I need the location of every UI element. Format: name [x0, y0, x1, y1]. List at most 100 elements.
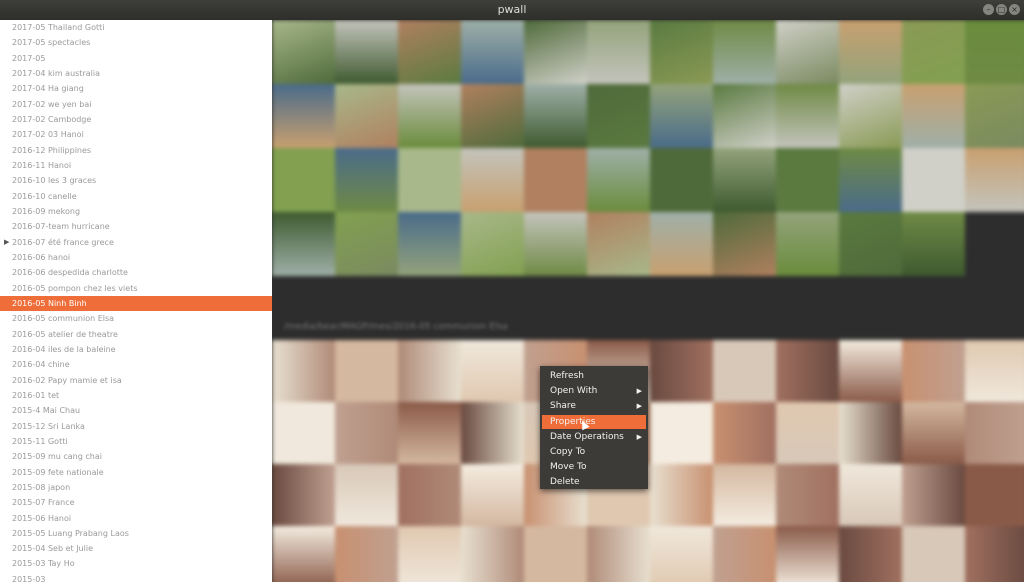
- menu-item-delete[interactable]: Delete: [542, 475, 646, 489]
- photo-thumbnail[interactable]: [587, 148, 650, 212]
- photo-thumbnail[interactable]: [461, 20, 524, 84]
- sidebar-folder-item[interactable]: 2015-4 Mai Chau: [0, 403, 272, 418]
- photo-thumbnail[interactable]: [398, 340, 461, 402]
- photo-thumbnail[interactable]: [650, 464, 713, 526]
- photo-thumbnail[interactable]: [713, 340, 776, 402]
- photo-thumbnail[interactable]: [272, 148, 335, 212]
- sidebar-folder-item[interactable]: 2016-10 canelle: [0, 189, 272, 204]
- sidebar-folder-item[interactable]: 2017-02 03 Hanoi: [0, 127, 272, 142]
- sidebar-folder-item[interactable]: 2016-11 Hanoi: [0, 158, 272, 173]
- photo-thumbnail[interactable]: [713, 464, 776, 526]
- photo-thumbnail[interactable]: [398, 402, 461, 464]
- photo-thumbnail[interactable]: [272, 212, 335, 276]
- photo-thumbnail[interactable]: [902, 20, 965, 84]
- photo-thumbnail[interactable]: [902, 212, 965, 276]
- sidebar-folder-item[interactable]: ▶ 2016-07 été france grece: [0, 235, 272, 250]
- photo-thumbnail[interactable]: [776, 20, 839, 84]
- photo-thumbnail[interactable]: [839, 464, 902, 526]
- menu-item-properties[interactable]: Properties: [542, 414, 646, 429]
- sidebar-folder-item[interactable]: 2015-09 mu cang chai: [0, 449, 272, 464]
- photo-thumbnail[interactable]: [461, 148, 524, 212]
- photo-thumbnail[interactable]: [776, 212, 839, 276]
- photo-thumbnail[interactable]: [587, 526, 650, 582]
- photo-thumbnail[interactable]: [713, 526, 776, 582]
- folder-sidebar[interactable]: 2017-05 Thailand Gotti 2017-05 spectacles…: [0, 20, 272, 582]
- sidebar-folder-item[interactable]: 2015-03 Tay Ho: [0, 556, 272, 571]
- photo-thumbnail[interactable]: [965, 464, 1024, 526]
- photo-thumbnail[interactable]: [902, 148, 965, 212]
- photo-thumbnail[interactable]: [776, 340, 839, 402]
- photo-thumbnail[interactable]: [839, 212, 902, 276]
- photo-thumbnail[interactable]: [461, 402, 524, 464]
- photo-thumbnail[interactable]: [272, 526, 335, 582]
- photo-thumbnail[interactable]: [902, 84, 965, 148]
- sidebar-folder-item[interactable]: 2016-06 hanoi: [0, 250, 272, 265]
- sidebar-folder-item[interactable]: 2017-02 we yen bai: [0, 97, 272, 112]
- sidebar-folder-item[interactable]: 2015-06 Hanoi: [0, 511, 272, 526]
- sidebar-folder-item[interactable]: 2017-05 Thailand Gotti: [0, 20, 272, 35]
- photo-thumbnail[interactable]: [461, 84, 524, 148]
- photo-thumbnail[interactable]: [650, 526, 713, 582]
- photo-thumbnail[interactable]: [902, 526, 965, 582]
- photo-thumbnail[interactable]: [587, 84, 650, 148]
- sidebar-folder-item[interactable]: 2015-11 Gotti: [0, 434, 272, 449]
- photo-thumbnail[interactable]: [839, 20, 902, 84]
- sidebar-folder-item[interactable]: 2015-08 japon: [0, 480, 272, 495]
- expand-arrow-icon[interactable]: ▶: [4, 237, 10, 246]
- photo-thumbnail[interactable]: [839, 402, 902, 464]
- photo-thumbnail[interactable]: [902, 402, 965, 464]
- sidebar-folder-item[interactable]: 2015-04 Seb et Julie: [0, 541, 272, 556]
- sidebar-folder-item[interactable]: 2016-05 atelier de theatre: [0, 327, 272, 342]
- menu-item-refresh[interactable]: Refresh: [542, 369, 646, 383]
- photo-thumbnail[interactable]: [965, 84, 1024, 148]
- photo-thumbnail[interactable]: [713, 20, 776, 84]
- sidebar-folder-item[interactable]: 2015-05 Luang Prabang Laos: [0, 526, 272, 541]
- photo-thumbnail[interactable]: [398, 526, 461, 582]
- menu-item-date-operations[interactable]: Date Operations ▶: [542, 430, 646, 444]
- sidebar-folder-item[interactable]: 2015-07 France: [0, 495, 272, 510]
- photo-thumbnail[interactable]: [965, 148, 1024, 212]
- sidebar-folder-item[interactable]: 2015-12 Sri Lanka: [0, 419, 272, 434]
- photo-thumbnail[interactable]: [398, 148, 461, 212]
- photo-thumbnail[interactable]: [398, 464, 461, 526]
- photo-thumbnail[interactable]: [461, 340, 524, 402]
- photo-thumbnail[interactable]: [461, 526, 524, 582]
- photo-thumbnail[interactable]: [335, 340, 398, 402]
- photo-thumbnail[interactable]: [776, 526, 839, 582]
- photo-thumbnail[interactable]: [650, 84, 713, 148]
- photo-thumbnail[interactable]: [524, 20, 587, 84]
- sidebar-folder-item[interactable]: 2017-02 Cambodge: [0, 112, 272, 127]
- sidebar-folder-item[interactable]: 2015-09 fete nationale: [0, 465, 272, 480]
- photo-thumbnail[interactable]: [335, 212, 398, 276]
- photo-thumbnail[interactable]: [839, 148, 902, 212]
- sidebar-folder-item[interactable]: 2015-03: [0, 572, 272, 582]
- photo-thumbnail[interactable]: [776, 84, 839, 148]
- menu-item-move-to[interactable]: Move To: [542, 460, 646, 474]
- photo-thumbnail[interactable]: [524, 148, 587, 212]
- photo-thumbnail[interactable]: [776, 464, 839, 526]
- minimize-button[interactable]: –: [983, 4, 994, 15]
- photo-thumbnail[interactable]: [587, 212, 650, 276]
- sidebar-folder-item[interactable]: 2016-04 chine: [0, 357, 272, 372]
- photo-thumbnail[interactable]: [839, 340, 902, 402]
- photo-thumbnail[interactable]: [713, 212, 776, 276]
- context-menu[interactable]: Refresh Open With ▶ Share ▶ Properties Date Op…: [540, 366, 648, 489]
- sidebar-folder-item[interactable]: 2016-02 Papy mamie et isa: [0, 373, 272, 388]
- sidebar-folder-item[interactable]: 2016-01 tet: [0, 388, 272, 403]
- photo-thumbnail[interactable]: [965, 20, 1024, 84]
- sidebar-folder-item[interactable]: 2016-10 les 3 graces: [0, 173, 272, 188]
- photo-thumbnail[interactable]: [587, 20, 650, 84]
- photo-thumbnail[interactable]: [839, 84, 902, 148]
- photo-thumbnail[interactable]: [272, 84, 335, 148]
- photo-gallery[interactable]: /media/bear/MAGP/mes/2016-05 communion E…: [272, 20, 1024, 582]
- photo-thumbnail[interactable]: [902, 340, 965, 402]
- photo-thumbnail[interactable]: [713, 402, 776, 464]
- photo-thumbnail[interactable]: [776, 402, 839, 464]
- sidebar-folder-item[interactable]: 2016-05 communion Elsa: [0, 311, 272, 326]
- photo-thumbnail[interactable]: [902, 464, 965, 526]
- photo-thumbnail[interactable]: [776, 148, 839, 212]
- photo-thumbnail[interactable]: [650, 212, 713, 276]
- photo-thumbnail[interactable]: [965, 340, 1024, 402]
- photo-thumbnail[interactable]: [335, 526, 398, 582]
- photo-thumbnail[interactable]: [524, 526, 587, 582]
